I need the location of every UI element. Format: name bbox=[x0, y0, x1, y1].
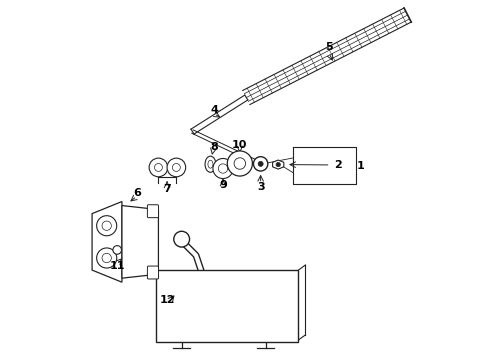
Circle shape bbox=[212, 158, 233, 179]
Circle shape bbox=[149, 158, 167, 177]
Text: 4: 4 bbox=[210, 105, 218, 115]
Text: 1: 1 bbox=[356, 161, 364, 171]
Circle shape bbox=[113, 246, 121, 254]
Text: 7: 7 bbox=[163, 184, 171, 194]
Text: 11: 11 bbox=[109, 261, 125, 271]
Circle shape bbox=[227, 151, 252, 176]
Circle shape bbox=[167, 158, 185, 177]
Circle shape bbox=[173, 231, 189, 247]
Text: 3: 3 bbox=[256, 182, 264, 192]
Polygon shape bbox=[272, 160, 283, 169]
Circle shape bbox=[97, 248, 117, 268]
FancyBboxPatch shape bbox=[147, 205, 158, 218]
Text: 2: 2 bbox=[333, 160, 341, 170]
Circle shape bbox=[97, 216, 117, 236]
FancyBboxPatch shape bbox=[155, 270, 297, 342]
Polygon shape bbox=[92, 202, 122, 282]
Text: 5: 5 bbox=[325, 42, 332, 52]
Circle shape bbox=[258, 161, 263, 166]
FancyBboxPatch shape bbox=[147, 266, 158, 279]
Polygon shape bbox=[122, 206, 158, 278]
Text: 6: 6 bbox=[133, 188, 141, 198]
Circle shape bbox=[276, 162, 280, 167]
Ellipse shape bbox=[204, 156, 215, 172]
Text: 10: 10 bbox=[232, 140, 247, 150]
Text: 9: 9 bbox=[219, 180, 226, 190]
Text: 12: 12 bbox=[160, 295, 175, 305]
Circle shape bbox=[253, 157, 267, 171]
Text: 8: 8 bbox=[210, 142, 218, 152]
